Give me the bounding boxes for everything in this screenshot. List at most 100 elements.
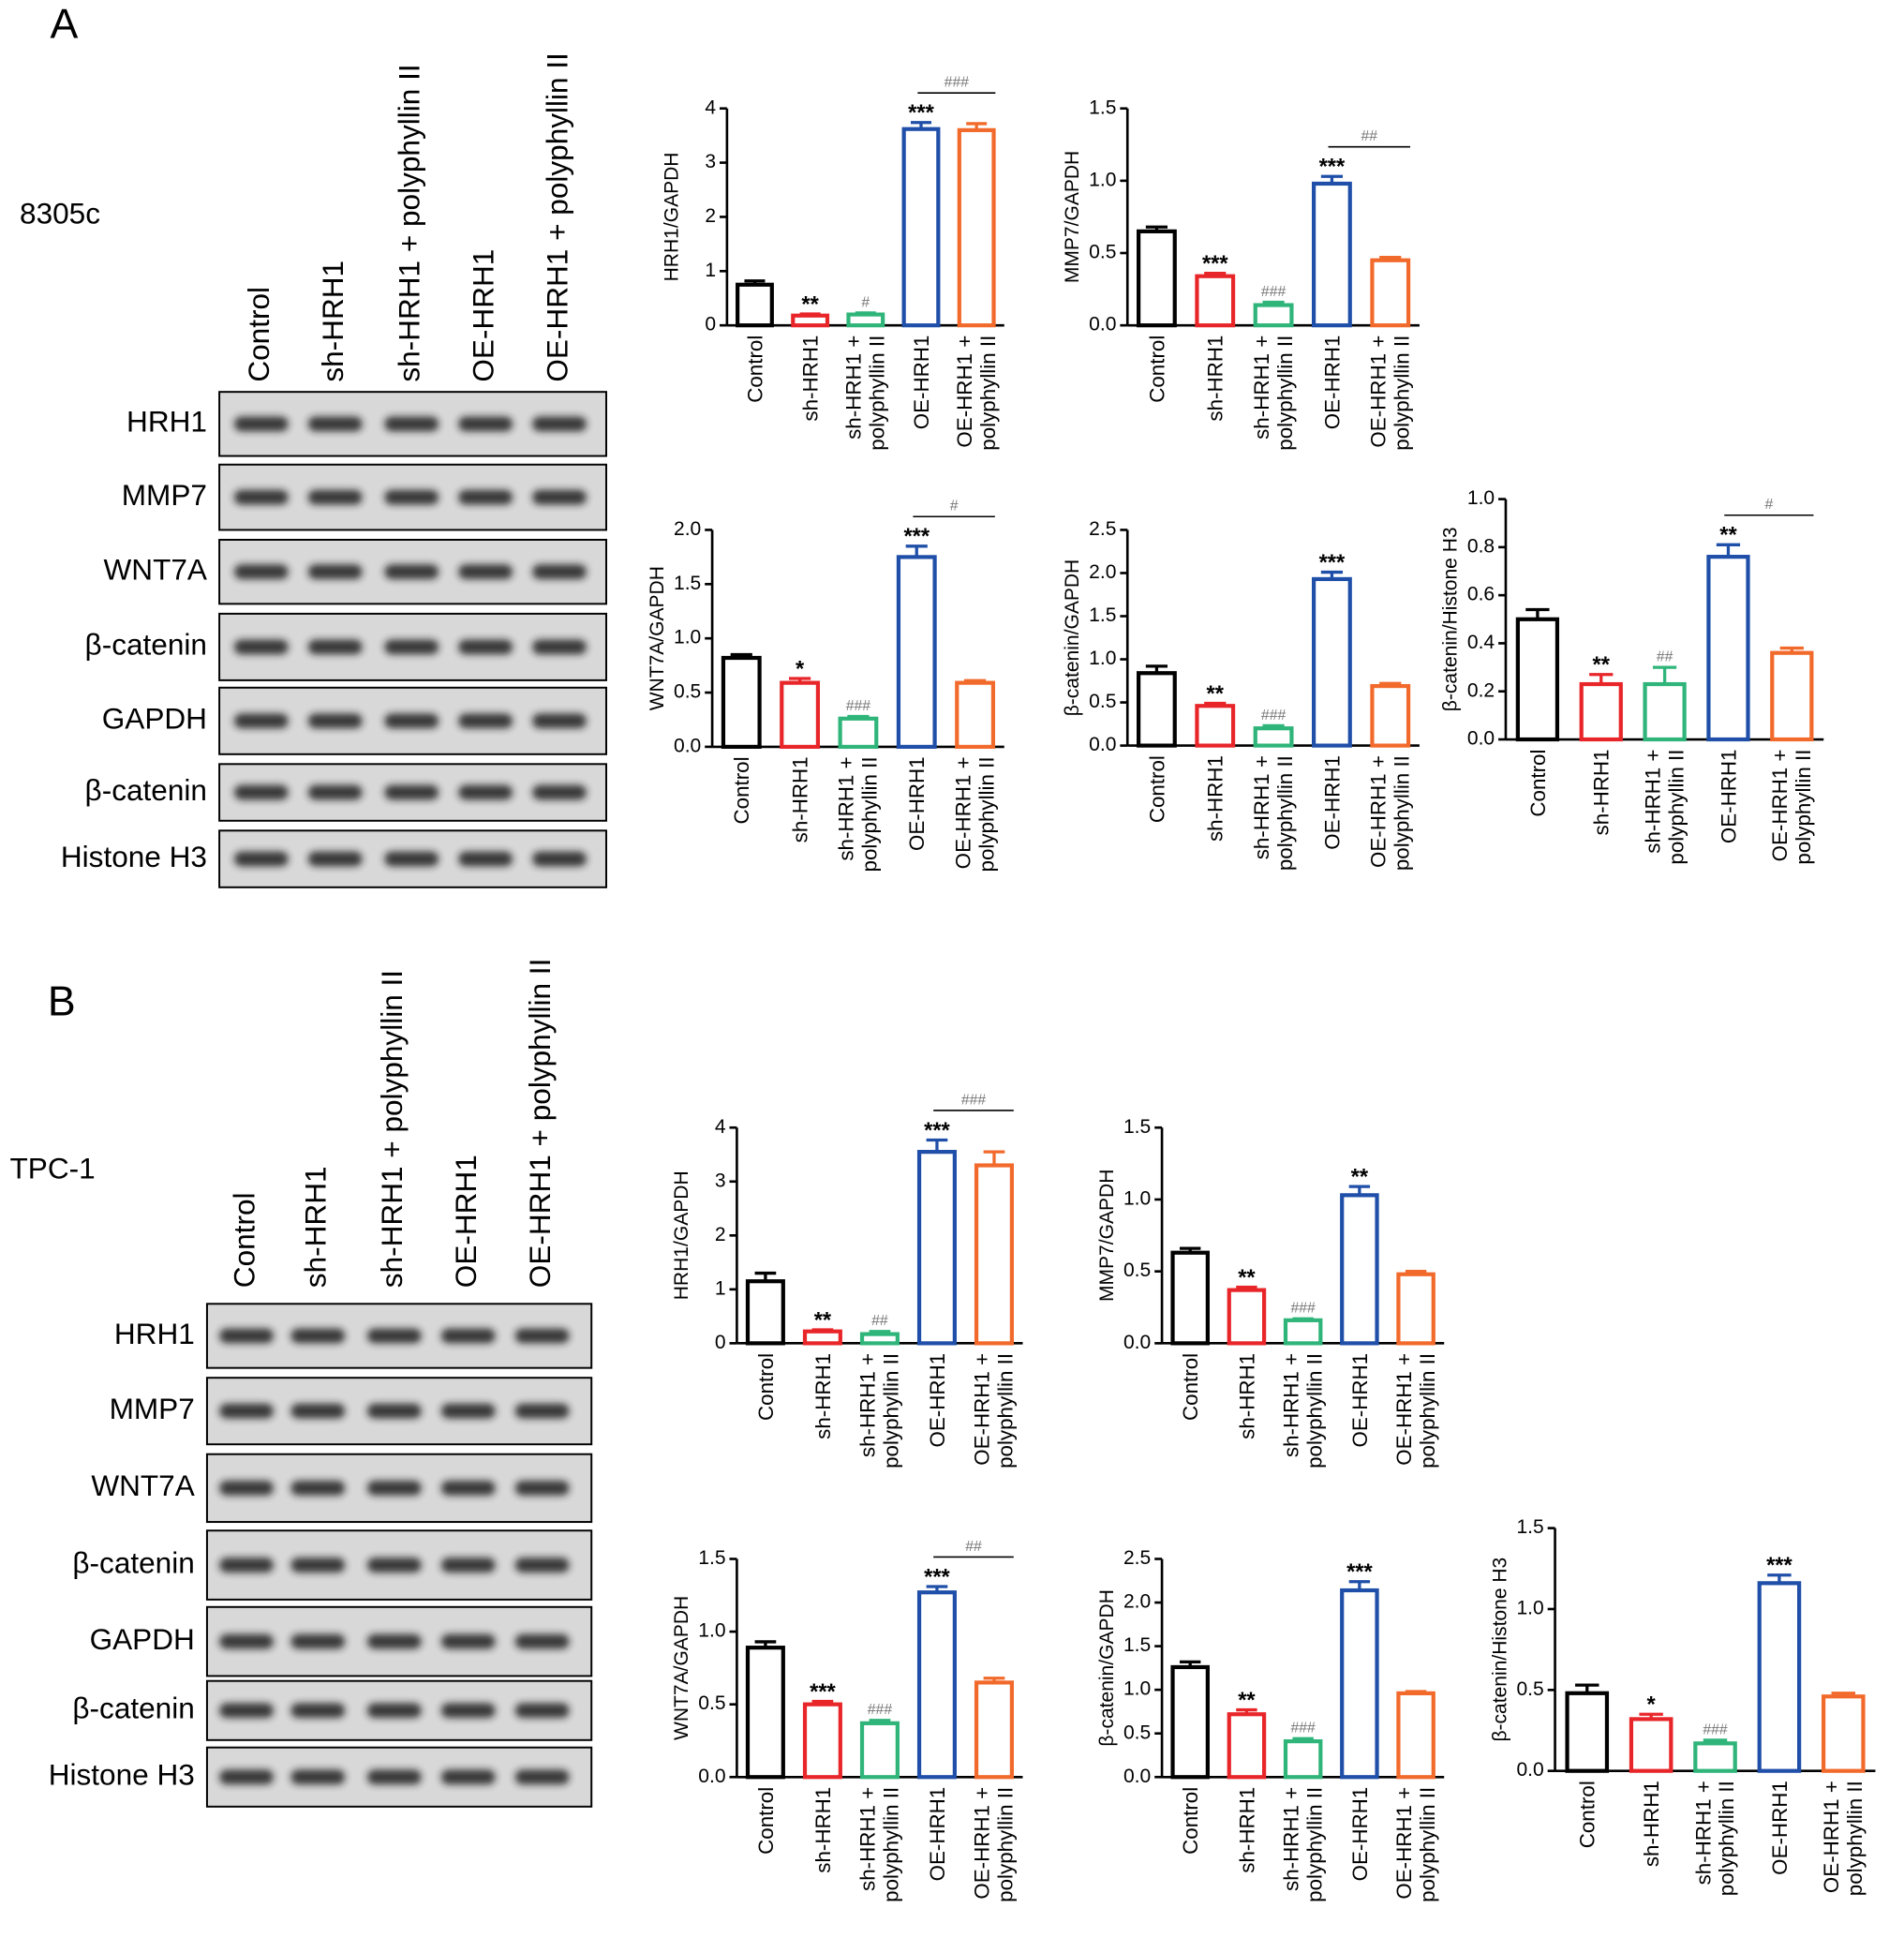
- x-tick-box: Control: [1145, 755, 1168, 823]
- bar: [1515, 617, 1560, 742]
- x-tick-label: Control: [1575, 1781, 1599, 1849]
- x-tick-label: OE-HRH1: [904, 756, 929, 852]
- x-tick-box: sh-HRH1 + polyphyllin II: [1250, 755, 1297, 871]
- x-tick-label: Control: [753, 1786, 778, 1855]
- y-tick-label: 0.0: [1516, 1759, 1543, 1781]
- bar: [838, 716, 879, 750]
- blot-band: [366, 1558, 422, 1573]
- y-tick-label: 3: [715, 1170, 726, 1191]
- x-tick-label: OE-HRH1: [925, 1786, 949, 1882]
- x-tick-box: OE-HRH1: [909, 335, 933, 430]
- x-tick-label: OE-HRH1 + polyphyllin II: [970, 1352, 1018, 1468]
- protein-label: MMP7: [110, 1392, 195, 1425]
- significance-label: ###: [1261, 708, 1287, 723]
- blot-band: [514, 1769, 570, 1785]
- significance-label: ###: [846, 698, 871, 714]
- significance-label: ***: [908, 101, 934, 126]
- blot-band: [290, 1633, 346, 1649]
- blot-band: [440, 1769, 496, 1785]
- x-tick-box: sh-HRH1: [811, 1786, 835, 1873]
- y-tick-label: 4: [705, 97, 716, 118]
- significance-label: **: [1238, 1266, 1256, 1290]
- x-tick-box: OE-HRH1 + polyphyllin II: [1392, 1353, 1439, 1468]
- significance-label: ##: [871, 1313, 888, 1329]
- bar: [736, 282, 774, 328]
- blot-band: [532, 851, 587, 867]
- y-axis-title: HRH1/GAPDH: [662, 152, 683, 281]
- significance-label: ##: [1657, 649, 1673, 665]
- y-tick-label: 0.2: [1467, 679, 1495, 701]
- protein-label: MMP7: [122, 478, 207, 512]
- x-tick-group: Control: [1179, 1353, 1202, 1421]
- x-tick-label: sh-HRH1 + polyphyllin II: [1250, 335, 1298, 451]
- blot-band: [532, 639, 587, 655]
- blot-band: [384, 851, 439, 867]
- x-tick-group: sh-HRH1 + polyphyllin II: [1280, 1787, 1327, 1902]
- x-tick-label: Control: [1144, 335, 1168, 403]
- x-tick-label: sh-HRH1: [1234, 1786, 1258, 1873]
- x-tick-group: Control: [743, 335, 766, 403]
- x-tick-label: sh-HRH1: [1589, 749, 1614, 836]
- x-tick-group: OE-HRH1: [925, 1353, 948, 1448]
- y-axis-title: MMP7/GAPDH: [1096, 1170, 1118, 1302]
- significance-label: ###: [1261, 284, 1287, 300]
- bar: [974, 1163, 1014, 1346]
- blot-band: [514, 1480, 570, 1496]
- y-tick-label: 1.5: [674, 573, 701, 594]
- x-tick-label: OE-HRH1: [909, 335, 933, 430]
- blot-band: [307, 489, 363, 505]
- lane-label: OE-HRH1 + polyphyllin II: [523, 959, 557, 1289]
- x-tick-box: OE-HRH1: [1320, 755, 1344, 850]
- x-tick-box: sh-HRH1 + polyphyllin II: [834, 756, 882, 872]
- blot-band: [219, 1403, 274, 1419]
- x-tick-label: OE-HRH1: [1347, 1786, 1372, 1882]
- x-tick-box: sh-HRH1 + polyphyllin II: [1279, 1352, 1327, 1468]
- blot-band: [290, 1703, 346, 1719]
- y-tick-label: 1.5: [1089, 97, 1116, 118]
- y-axis-title: MMP7/GAPDH: [1062, 151, 1083, 283]
- bar: [859, 1332, 900, 1346]
- blot-band: [307, 713, 363, 729]
- bracket-label: #: [1764, 497, 1773, 513]
- blot-band: [307, 639, 363, 655]
- significance-label: ***: [1346, 1560, 1373, 1585]
- bar: [1136, 229, 1177, 328]
- x-tick-group: OE-HRH1 + polyphyllin II: [1367, 335, 1414, 451]
- blot-band: [440, 1480, 496, 1496]
- x-tick-group: OE-HRH1 + polyphyllin II: [1820, 1781, 1867, 1897]
- x-tick-group: OE-HRH1: [925, 1786, 949, 1882]
- x-tick-box: Control: [1179, 1787, 1202, 1855]
- lane-label: sh-HRH1: [316, 261, 350, 382]
- y-tick-label: 0.0: [1089, 734, 1116, 755]
- blot-band: [290, 1328, 346, 1344]
- bar: [1195, 274, 1236, 328]
- significance-label: ***: [924, 1565, 950, 1589]
- bar: [1227, 1712, 1267, 1780]
- panel-label: A: [50, 2, 78, 48]
- significance-label: ***: [1319, 551, 1346, 575]
- y-axis-title: β-catenin/Histone H3: [1489, 1558, 1510, 1742]
- blot-band: [532, 416, 587, 432]
- protein-label: HRH1: [126, 405, 207, 439]
- x-tick-group: sh-HRH1: [1589, 749, 1614, 836]
- protein-label: HRH1: [114, 1317, 195, 1350]
- x-tick-label: sh-HRH1: [1203, 755, 1227, 842]
- x-tick-label: OE-HRH1 + polyphyllin II: [1820, 1781, 1867, 1897]
- x-tick-box: Control: [753, 1353, 777, 1421]
- significance-label: ###: [1703, 1722, 1728, 1737]
- x-tick-group: OE-HRH1: [904, 756, 929, 852]
- blot-band: [440, 1558, 496, 1573]
- x-tick-label: sh-HRH1 + polyphyllin II: [834, 756, 882, 872]
- bar: [1643, 681, 1687, 742]
- x-tick-group: sh-HRH1: [1234, 1786, 1258, 1873]
- x-tick-label: sh-HRH1 + polyphyllin II: [1691, 1781, 1739, 1897]
- significance-label: ***: [1766, 1554, 1792, 1578]
- blot-band: [307, 416, 363, 432]
- x-tick-label: sh-HRH1: [811, 1786, 835, 1873]
- x-tick-label: sh-HRH1 + polyphyllin II: [1279, 1352, 1327, 1468]
- x-tick-box: sh-HRH1: [811, 1353, 834, 1439]
- y-tick-label: 1.0: [1123, 1678, 1151, 1700]
- x-tick-group: sh-HRH1: [1203, 755, 1227, 842]
- blot-band: [514, 1633, 570, 1649]
- blot-band: [440, 1328, 496, 1344]
